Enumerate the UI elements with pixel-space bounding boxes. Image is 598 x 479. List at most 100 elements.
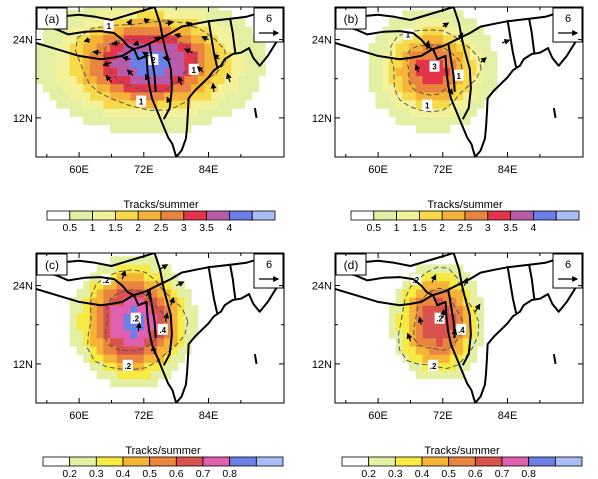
wind-vector [424,40,431,50]
heatmap-cell [143,256,152,266]
colorbar-title: Tracks/summer [125,445,201,457]
heatmap-cell [463,83,471,93]
wind-vector [447,88,454,95]
contour-label: 3 [432,63,437,72]
heatmap-cell [36,42,44,52]
heatmap-cell [388,75,397,85]
heatmap-cell [130,297,138,306]
heatmap-cell [96,116,104,125]
country-border [452,7,472,120]
heatmap-cell [130,75,138,85]
heatmap-cell [231,34,239,44]
heatmap-cell [49,83,57,93]
heatmap-cell [191,116,199,125]
heatmap-cell [157,59,165,68]
heatmap-cell [103,51,111,60]
heatmap-cell [251,42,259,52]
heatmap-cell [415,42,424,52]
heatmap-cell [469,34,478,44]
heatmap-cell [170,124,179,134]
panel-label-box [36,253,68,276]
colorbar-box [69,456,97,467]
heatmap-cell [137,108,145,117]
heatmap-cell [436,116,444,125]
coastlines [36,7,284,157]
country-border [506,265,518,314]
heatmap-cell [83,288,91,298]
heatmap-cell [83,91,91,101]
contour-label-box [422,99,433,111]
heatmap-cell [76,313,84,323]
panel-label: (b) [344,12,359,26]
heatmap-cell [191,99,199,109]
heatmap-cell [429,51,437,60]
wind-vector [210,82,217,92]
wind-vector [163,312,170,322]
heatmap-cell [110,99,118,109]
heatmap-cell [69,305,78,314]
heatmap-cell [442,83,451,93]
heatmap-cell [409,345,417,355]
heatmap-cell [429,313,437,323]
heatmap-cell [197,116,206,125]
heatmap-cell [83,99,91,109]
heatmap-cell [436,297,444,306]
heatmap-cell [442,26,451,36]
heatmap-cell [204,26,212,36]
heatmap-cell [130,51,138,60]
heatmap-cell [395,83,403,93]
wind-vector [145,73,151,83]
heatmap-cell [96,75,104,85]
y-tick-label: 24N [312,281,332,293]
heatmap-cell [395,305,403,314]
heatmap-cell [130,124,138,134]
heatmap-cell [96,337,104,347]
heatmap-cell [429,91,437,101]
heatmap-cell [130,321,138,331]
heatmap-cell [429,83,437,93]
heatmap-cell [89,305,98,314]
heatmap-cell [409,108,417,117]
heatmap-cell [137,67,145,77]
country-border [148,42,157,92]
heatmap-cell [137,272,145,282]
heatmap-cell [184,10,192,20]
heatmap-cell [42,59,51,68]
heatmap-cell [463,280,471,290]
heatmap-cell [83,345,91,355]
heatmap-cell [110,34,118,44]
heatmap-cell [429,264,437,274]
heatmap-cell [89,99,98,109]
heatmap-cell [164,321,172,331]
heatmap-cell [469,83,478,93]
contour-label: 1 [406,31,411,40]
wind-vector [105,74,112,83]
heatmap-cell [150,26,158,36]
heatmap-cell [76,108,84,117]
heatmap-cell [204,10,212,20]
heatmap-cell [130,370,138,380]
colorbar-box [474,456,503,467]
heatmap-cell [476,321,484,331]
heatmap-cell [62,34,71,44]
heatmap-cell [436,321,444,331]
reference-vector-value: 6 [565,259,571,271]
coastline [175,29,284,157]
heatmap-cell [89,108,98,117]
heatmap-cell [89,362,98,371]
heatmap-cell [184,83,192,93]
heatmap-cell [177,108,185,117]
colorbar-box [421,456,450,467]
heatmap-cell [224,34,233,44]
colorbar-box [555,210,580,221]
heatmap-cell [476,83,484,93]
heatmap-cell [388,99,397,109]
heatmap-cell [388,42,397,52]
heatmap-cell [36,67,44,77]
heatmap-cell [442,280,451,290]
heatmap-cell [429,370,437,380]
heatmap-cell [103,10,111,20]
heatmap-cell [375,42,383,52]
wind-vector [121,55,131,62]
wind-vector [126,18,132,26]
